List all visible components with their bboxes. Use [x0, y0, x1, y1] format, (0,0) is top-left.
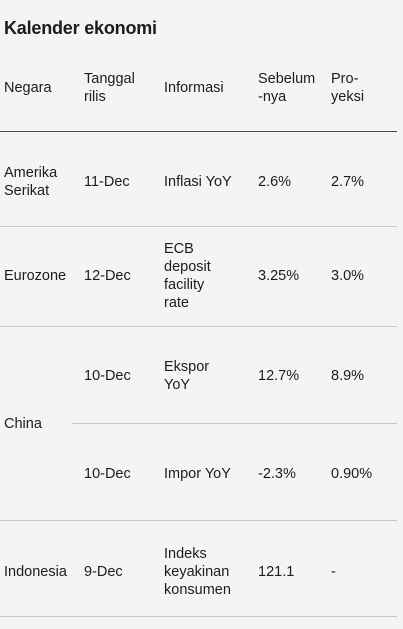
cell-negara: China	[4, 416, 42, 432]
cell-sebelumnya: -2.3%	[258, 466, 296, 482]
cell-informasi: Indeks keyakinan konsumen	[164, 546, 231, 598]
cell-proyeksi: 3.0%	[331, 268, 365, 284]
header-sebelumnya: Sebelum -nya	[258, 71, 316, 105]
row-subdivider	[72, 423, 397, 424]
row-divider	[0, 326, 397, 327]
cell-negara: Indonesia	[4, 564, 67, 580]
cell-proyeksi: 0.90%	[331, 466, 373, 482]
row-divider	[0, 226, 397, 227]
cell-sebelumnya: 12.7%	[258, 368, 300, 384]
cell-negara: Eurozone	[4, 268, 67, 284]
header-divider	[0, 131, 397, 132]
cell-tanggal: 10-Dec	[84, 466, 131, 482]
cell-informasi: Impor YoY	[164, 466, 231, 482]
header-tanggal-rilis: Tanggal rilis	[84, 71, 135, 105]
cell-informasi: ECB deposit facility rate	[164, 241, 211, 311]
cell-negara: Amerika Serikat	[4, 165, 58, 199]
cell-proyeksi: -	[331, 564, 336, 580]
row-divider	[0, 616, 397, 617]
cell-sebelumnya: 2.6%	[258, 174, 292, 190]
table-title: Kalender ekonomi	[4, 18, 157, 38]
row-divider	[0, 520, 397, 521]
cell-informasi: Ekspor YoY	[164, 359, 210, 393]
cell-tanggal: 12-Dec	[84, 268, 131, 284]
cell-sebelumnya: 3.25%	[258, 268, 300, 284]
cell-tanggal: 10-Dec	[84, 368, 131, 384]
header-proyeksi: Pro- yeksi	[331, 71, 365, 105]
cell-tanggal: 9-Dec	[84, 564, 123, 580]
cell-informasi: Inflasi YoY	[164, 174, 232, 190]
cell-proyeksi: 2.7%	[331, 174, 365, 190]
cell-sebelumnya: 121.1	[258, 564, 295, 580]
cell-proyeksi: 8.9%	[331, 368, 365, 384]
cell-tanggal: 11-Dec	[84, 174, 130, 190]
header-negara: Negara	[4, 80, 52, 96]
header-informasi: Informasi	[164, 80, 224, 96]
